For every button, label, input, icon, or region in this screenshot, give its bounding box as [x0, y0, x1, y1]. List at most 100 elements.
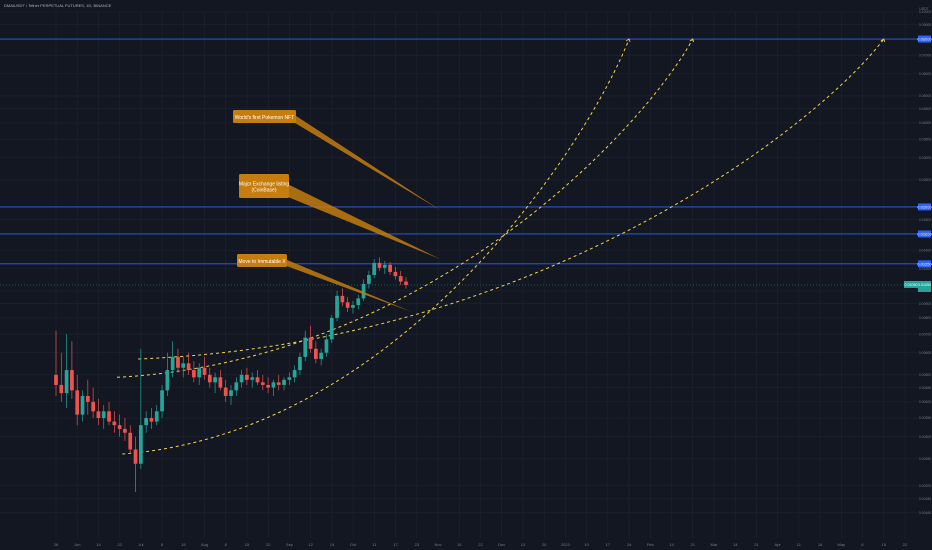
time-tick-label: Aug — [201, 542, 208, 547]
candle-body — [138, 425, 143, 464]
price-tick-label: 0.03000 — [919, 156, 931, 160]
time-tick-label: 22 — [903, 542, 908, 547]
candle-body — [229, 390, 233, 396]
price-tick-label: 0.09000 — [919, 23, 931, 27]
time-tick-label: 13 — [521, 542, 526, 547]
candle-body — [202, 367, 207, 375]
candle-body — [335, 295, 339, 318]
candle-body — [367, 275, 371, 284]
candle-body — [319, 352, 324, 359]
price-tick-label: 0.10000 — [919, 10, 931, 14]
candle-body — [54, 374, 58, 385]
price-tick-label: 0.01400 — [919, 248, 931, 252]
candle-body — [112, 421, 117, 426]
price-tick-label: 0.00800 — [919, 316, 931, 320]
level-price-tag — [918, 260, 931, 268]
candle-body — [260, 382, 265, 385]
candle-body — [213, 377, 217, 383]
level-price-label: 0.02000 — [917, 204, 932, 209]
time-tick-label: 19 — [330, 542, 335, 547]
level-price-label: 0.01600 — [917, 231, 932, 236]
candle-body — [255, 377, 260, 383]
price-tick-label: 0.00450 — [919, 386, 931, 390]
time-tick-label: 23 — [415, 542, 420, 547]
candle-body — [234, 382, 239, 391]
time-tick-label: 10 — [584, 542, 589, 547]
candle-body — [218, 377, 223, 388]
time-tick-label: 17 — [393, 542, 398, 547]
time-tick-label: 11 — [372, 542, 377, 547]
time-axis[interactable]: 28 Jun 14 22 Jul 8 15 Aug 8 15 22 Sep 12 19 Oct 11 17 23 N… — [54, 542, 908, 547]
time-tick-label: 22 — [117, 542, 122, 547]
price-tick-label: 0.02500 — [919, 178, 931, 182]
candle-body — [59, 384, 64, 394]
price-tick-label: 0.00700 — [919, 332, 931, 336]
time-tick-label: Apr — [775, 542, 782, 547]
candle-body — [197, 367, 202, 378]
candle-body — [345, 302, 350, 308]
candle-body — [377, 262, 382, 268]
time-tick-label: 22 — [478, 542, 483, 547]
candle-body — [165, 370, 170, 391]
time-tick-label: 8 — [161, 542, 164, 547]
time-tick-label: 17 — [606, 542, 611, 547]
candle-body — [276, 382, 281, 385]
horizontal-levels[interactable]: 0.08000 0.02000 0.01600 0.01250 — [0, 35, 932, 268]
candle-body — [181, 363, 186, 368]
last-price-label: 0.01050 — [905, 283, 918, 287]
projection-arrowhead — [625, 38, 631, 43]
candle-body — [356, 298, 361, 306]
candle-body — [223, 387, 228, 396]
candle-body — [176, 356, 180, 368]
last-price-tag — [918, 280, 931, 292]
time-tick-label: 11 — [797, 542, 802, 547]
time-tick-label: 15 — [882, 542, 887, 547]
candle-body — [266, 384, 270, 388]
candle-body — [398, 276, 403, 282]
projection-arrowhead — [880, 38, 886, 43]
price-tick-label: 0.00600 — [919, 351, 931, 355]
time-tick-label: 14 — [96, 542, 101, 547]
candle-body — [101, 411, 106, 419]
candle-body — [393, 271, 398, 277]
candle-body — [133, 449, 138, 464]
candle-body — [107, 411, 111, 422]
candle-body — [351, 305, 355, 308]
time-tick-label: Jun — [74, 542, 80, 547]
level-price-tag — [918, 230, 931, 238]
time-tick-label: Feb — [647, 542, 655, 547]
time-tick-label: Jul — [138, 542, 143, 547]
candle-body — [313, 348, 318, 359]
price-tick-label: 0.01600 — [919, 232, 931, 236]
annotation-label: World's first Pokemon NFT — [235, 115, 295, 121]
price-tick-label: 0.01000 — [919, 289, 931, 293]
price-tick-label: 0.00250 — [919, 457, 931, 461]
time-tick-label: 12 — [308, 542, 313, 547]
projection-curve — [116, 38, 694, 378]
annotation-pointer — [283, 184, 440, 259]
time-tick-label: 2023 — [561, 542, 571, 547]
candle-body — [250, 377, 255, 380]
candle-body — [404, 281, 408, 285]
candle-body — [123, 428, 127, 433]
time-tick-label: 21 — [691, 542, 696, 547]
time-tick-label: 21 — [754, 542, 759, 547]
candles[interactable]: 0.01050 0.01050 — [0, 257, 931, 493]
price-tick-label: 0.00350 — [919, 416, 931, 420]
price-tick-label: 0.04500 — [919, 107, 931, 111]
time-tick-label: 15 — [181, 542, 186, 547]
candle-body — [308, 337, 313, 349]
price-tick-label: 0.02000 — [919, 205, 931, 209]
candle-body — [245, 374, 249, 380]
time-tick-label: 24 — [627, 542, 632, 547]
projection-curves[interactable] — [116, 38, 886, 455]
price-tick-label: 0.05000 — [919, 94, 931, 98]
candle-body — [144, 418, 149, 426]
annotations[interactable]: World's first Pokemon NFT Major Exchange … — [233, 110, 440, 312]
candle-body — [186, 363, 191, 371]
candle-body — [91, 401, 95, 412]
time-tick-label: 8 — [225, 542, 228, 547]
price-tick-label: 0.00500 — [919, 373, 931, 377]
